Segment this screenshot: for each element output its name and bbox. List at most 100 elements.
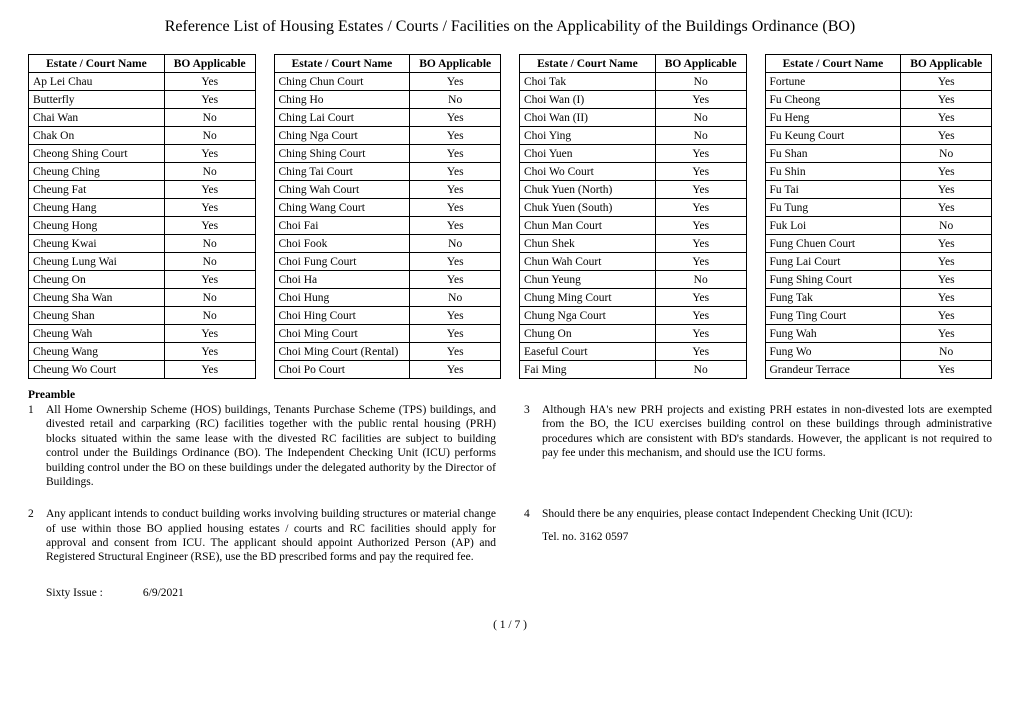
table-row: Choi Wo CourtYes	[520, 163, 747, 181]
bo-applicable-cell: Yes	[410, 253, 501, 271]
estate-table: Estate / Court NameBO ApplicableChing Ch…	[274, 54, 502, 379]
tables-container: Estate / Court NameBO ApplicableAp Lei C…	[28, 54, 992, 379]
estate-name-cell: Choi Fai	[274, 217, 410, 235]
table-row: Fuk LoiNo	[765, 217, 992, 235]
table-row: Fu ShanNo	[765, 145, 992, 163]
bo-applicable-cell: Yes	[164, 91, 255, 109]
table-row: ButterflyYes	[29, 91, 256, 109]
table-row: Ching HoNo	[274, 91, 501, 109]
estate-name-cell: Butterfly	[29, 91, 165, 109]
estate-name-cell: Cheong Shing Court	[29, 145, 165, 163]
estate-name-cell: Ching Wah Court	[274, 181, 410, 199]
bo-applicable-cell: No	[901, 217, 992, 235]
bo-applicable-cell: No	[901, 343, 992, 361]
estate-name-cell: Choi Yuen	[520, 145, 656, 163]
bo-applicable-cell: No	[901, 145, 992, 163]
table-row: Ching Nga CourtYes	[274, 127, 501, 145]
table-row: Chak OnNo	[29, 127, 256, 145]
table-row: Fung TakYes	[765, 289, 992, 307]
table-row: Chuk Yuen (North)Yes	[520, 181, 747, 199]
table-row: Fu Keung CourtYes	[765, 127, 992, 145]
table-row: Cheung FatYes	[29, 181, 256, 199]
col-header-name: Estate / Court Name	[274, 55, 410, 73]
table-row: Choi FookNo	[274, 235, 501, 253]
estate-name-cell: Choi Fung Court	[274, 253, 410, 271]
estate-name-cell: Cheung Wang	[29, 343, 165, 361]
estate-name-cell: Choi Wan (I)	[520, 91, 656, 109]
table-row: Chai WanNo	[29, 109, 256, 127]
table-row: Fung Ting CourtYes	[765, 307, 992, 325]
estate-name-cell: Chuk Yuen (North)	[520, 181, 656, 199]
preamble-label: Preamble	[28, 389, 992, 401]
table-row: Fung WoNo	[765, 343, 992, 361]
bo-applicable-cell: No	[164, 253, 255, 271]
estate-name-cell: Fung Ting Court	[765, 307, 901, 325]
note-number: 1	[28, 403, 46, 489]
table-row: Choi HaYes	[274, 271, 501, 289]
table-row: Fung WahYes	[765, 325, 992, 343]
bo-applicable-cell: No	[655, 271, 746, 289]
estate-name-cell: Choi Wan (II)	[520, 109, 656, 127]
col-header-name: Estate / Court Name	[520, 55, 656, 73]
estate-name-cell: Fu Shin	[765, 163, 901, 181]
estate-name-cell: Fung Tak	[765, 289, 901, 307]
estate-name-cell: Choi Ming Court	[274, 325, 410, 343]
bo-applicable-cell: Yes	[164, 343, 255, 361]
bo-applicable-cell: Yes	[901, 271, 992, 289]
bo-applicable-cell: Yes	[655, 163, 746, 181]
estate-name-cell: Chung Nga Court	[520, 307, 656, 325]
estate-name-cell: Chak On	[29, 127, 165, 145]
estate-name-cell: Fortune	[765, 73, 901, 91]
estate-name-cell: Ching Shing Court	[274, 145, 410, 163]
estate-name-cell: Chun Shek	[520, 235, 656, 253]
preamble-note: 1All Home Ownership Scheme (HOS) buildin…	[28, 403, 496, 489]
bo-applicable-cell: No	[164, 307, 255, 325]
table-row: Ching Wang CourtYes	[274, 199, 501, 217]
col-header-name: Estate / Court Name	[765, 55, 901, 73]
table-row: Chuk Yuen (South)Yes	[520, 199, 747, 217]
estate-name-cell: Ching Nga Court	[274, 127, 410, 145]
table-row: Chung OnYes	[520, 325, 747, 343]
bo-applicable-cell: Yes	[164, 145, 255, 163]
bo-applicable-cell: No	[655, 361, 746, 379]
table-row: Ching Chun CourtYes	[274, 73, 501, 91]
estate-name-cell: Cheung Lung Wai	[29, 253, 165, 271]
estate-name-cell: Choi Hing Court	[274, 307, 410, 325]
table-row: Choi Hing CourtYes	[274, 307, 501, 325]
note-body: Although HA's new PRH projects and exist…	[542, 403, 992, 489]
table-row: Choi Po CourtYes	[274, 361, 501, 379]
estate-name-cell: Chun Yeung	[520, 271, 656, 289]
table-row: Grandeur TerraceYes	[765, 361, 992, 379]
bo-applicable-cell: Yes	[164, 181, 255, 199]
bo-applicable-cell: Yes	[410, 325, 501, 343]
estate-name-cell: Cheung Wah	[29, 325, 165, 343]
estate-name-cell: Fu Heng	[765, 109, 901, 127]
estate-name-cell: Choi Po Court	[274, 361, 410, 379]
table-row: Choi Ming CourtYes	[274, 325, 501, 343]
estate-name-cell: Fu Tung	[765, 199, 901, 217]
estate-name-cell: Chun Wah Court	[520, 253, 656, 271]
estate-name-cell: Cheung Ching	[29, 163, 165, 181]
preamble-note: 4Should there be any enquiries, please c…	[524, 507, 992, 565]
bo-applicable-cell: Yes	[655, 181, 746, 199]
bo-applicable-cell: Yes	[655, 289, 746, 307]
table-row: Cheung HangYes	[29, 199, 256, 217]
estate-name-cell: Cheung Hong	[29, 217, 165, 235]
note-body: Any applicant intends to conduct buildin…	[46, 507, 496, 565]
bo-applicable-cell: Yes	[901, 199, 992, 217]
bo-applicable-cell: No	[655, 109, 746, 127]
bo-applicable-cell: Yes	[901, 127, 992, 145]
bo-applicable-cell: Yes	[655, 343, 746, 361]
bo-applicable-cell: Yes	[901, 307, 992, 325]
estate-name-cell: Fung Wo	[765, 343, 901, 361]
table-row: Chung Nga CourtYes	[520, 307, 747, 325]
table-row: Choi HungNo	[274, 289, 501, 307]
estate-name-cell: Ching Chun Court	[274, 73, 410, 91]
bo-applicable-cell: Yes	[901, 163, 992, 181]
bo-applicable-cell: No	[655, 127, 746, 145]
table-row: Choi YingNo	[520, 127, 747, 145]
estate-name-cell: Choi Ying	[520, 127, 656, 145]
estate-name-cell: Easeful Court	[520, 343, 656, 361]
bo-applicable-cell: Yes	[164, 271, 255, 289]
table-row: Cheung Wo CourtYes	[29, 361, 256, 379]
